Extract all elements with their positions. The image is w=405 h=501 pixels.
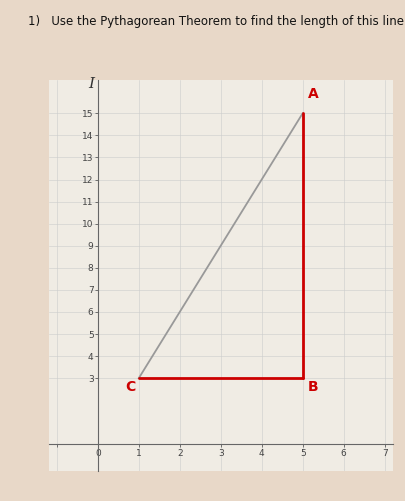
Text: C: C xyxy=(125,380,136,394)
Text: A: A xyxy=(308,87,318,101)
Text: I: I xyxy=(89,77,95,91)
Text: 1)   Use the Pythagorean Theorem to find the length of this line segment.: 1) Use the Pythagorean Theorem to find t… xyxy=(28,15,405,28)
Text: B: B xyxy=(308,380,318,394)
